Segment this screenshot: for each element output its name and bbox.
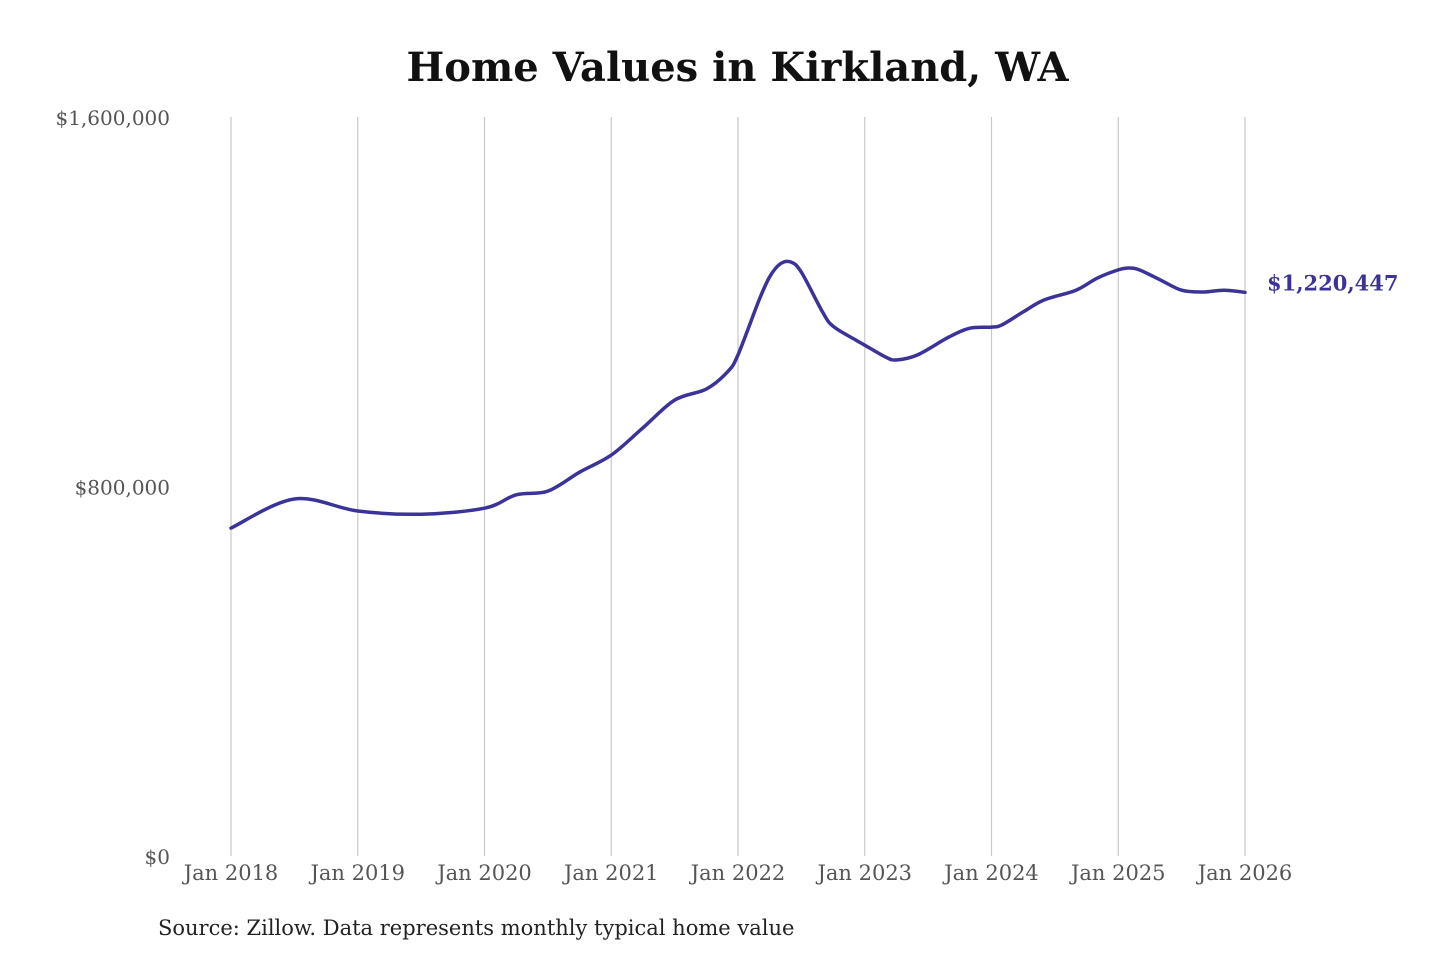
series-line (229, 259, 1247, 530)
x-tick-label: Jan 2019 (308, 861, 405, 885)
y-tick-label: $800,000 (75, 476, 170, 500)
x-tick-label: Jan 2024 (942, 861, 1039, 885)
x-tick-label: Jan 2022 (689, 861, 786, 885)
y-tick-label: $1,600,000 (55, 106, 170, 130)
source-note: Source: Zillow. Data represents monthly … (158, 916, 795, 940)
y-tick-label: $0 (145, 845, 170, 869)
x-tick-label: Jan 2026 (1196, 861, 1293, 885)
chart-title: Home Values in Kirkland, WA (406, 44, 1069, 91)
x-tick-label: Jan 2021 (562, 861, 659, 885)
x-tick-label: Jan 2018 (182, 861, 279, 885)
end-value-label: $1,220,447 (1267, 270, 1399, 295)
x-tick-label: Jan 2025 (1069, 861, 1166, 885)
x-tick-label: Jan 2023 (815, 861, 912, 885)
x-tick-label: Jan 2020 (435, 861, 532, 885)
